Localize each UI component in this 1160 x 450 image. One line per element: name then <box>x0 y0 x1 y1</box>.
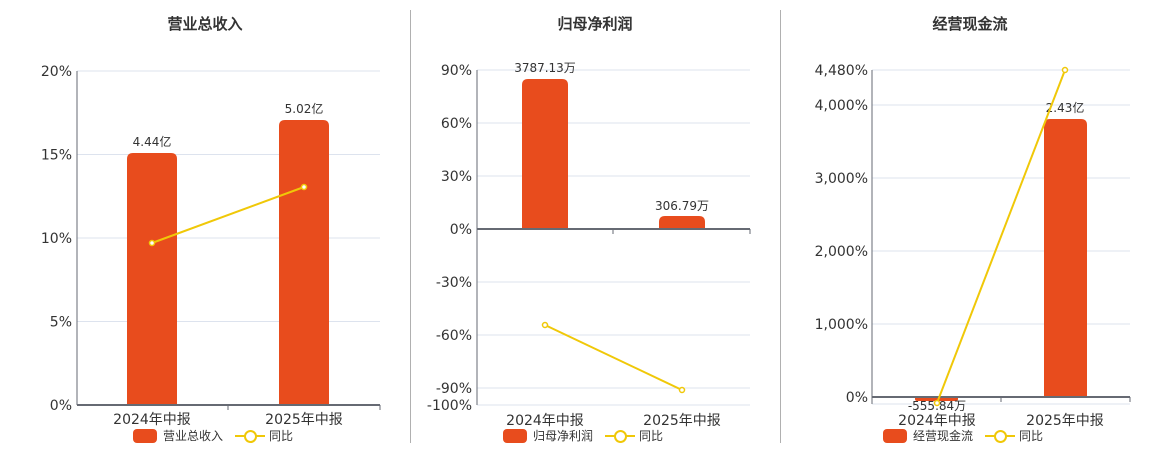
y-axis-labels: 90% 60% 30% 0% -30% -60% -90% -100% <box>427 63 472 414</box>
chart-title: 营业总收入 <box>167 15 243 33</box>
bar-2025[interactable] <box>1044 119 1087 397</box>
svg-text:60%: 60% <box>441 116 472 132</box>
x-axis-labels: 2024年中报 2025年中报 <box>506 413 721 429</box>
legend-bar-label[interactable]: 经营现金流 <box>913 429 974 443</box>
svg-text:-30%: -30% <box>436 275 472 291</box>
panel-divider <box>410 10 411 443</box>
svg-text:10%: 10% <box>41 231 72 247</box>
yoy-point[interactable] <box>148 239 156 247</box>
svg-text:4.44亿: 4.44亿 <box>133 134 172 149</box>
yoy-point[interactable] <box>1061 66 1069 74</box>
y-axis-labels: 4,480% 4,000% 3,000% 2,000% 1,000% 0% <box>815 63 868 406</box>
svg-text:3,000%: 3,000% <box>815 171 868 187</box>
y-axis-labels: 20% 15% 10% 5% 0% <box>41 64 72 414</box>
bar-value-labels: 3787.13万 306.79万 <box>514 61 709 213</box>
svg-text:3787.13万: 3787.13万 <box>514 61 576 75</box>
bar-2025[interactable] <box>279 120 329 405</box>
bar-value-labels: 4.44亿 5.02亿 <box>133 101 324 149</box>
legend-bar-swatch[interactable] <box>883 428 907 443</box>
svg-text:15%: 15% <box>41 148 72 164</box>
legend-bar-label[interactable]: 归母净利润 <box>533 429 594 443</box>
svg-text:2025年中报: 2025年中报 <box>265 412 343 428</box>
svg-text:2025年中报: 2025年中报 <box>643 413 721 429</box>
yoy-point[interactable] <box>933 399 941 407</box>
svg-text:-60%: -60% <box>436 328 472 344</box>
svg-text:4,480%: 4,480% <box>815 63 868 79</box>
chart-title: 归母净利润 <box>557 15 633 33</box>
chart-panel-net-profit: 归母净利润 90% 60% 30% 0% -30% -60% -90% -100… <box>410 0 780 450</box>
bar-2025[interactable] <box>659 216 705 229</box>
legend-line-icon[interactable] <box>985 429 1016 443</box>
bar-2024[interactable] <box>522 79 568 229</box>
legend-bar-label[interactable]: 营业总收入 <box>163 429 224 443</box>
svg-text:2024年中报: 2024年中报 <box>898 413 976 429</box>
yoy-line <box>151 186 305 244</box>
svg-text:5.02亿: 5.02亿 <box>285 101 324 116</box>
yoy-point[interactable] <box>541 321 549 329</box>
svg-text:2,000%: 2,000% <box>815 244 868 260</box>
panel-divider <box>780 10 781 443</box>
chart-legend: 归母净利润 同比 <box>503 427 663 444</box>
grid-lines <box>477 69 750 406</box>
svg-text:5%: 5% <box>50 315 72 331</box>
svg-text:90%: 90% <box>441 63 472 79</box>
svg-text:4,000%: 4,000% <box>815 98 868 114</box>
chart-legend: 经营现金流 同比 <box>883 427 1043 444</box>
chart-panel-operating-cashflow: 经营现金流 4,480% 4,000% 3,000% 2,000% 1,000%… <box>780 0 1160 450</box>
legend-bar-swatch[interactable] <box>503 428 527 443</box>
legend-line-icon[interactable] <box>605 429 636 443</box>
yoy-point[interactable] <box>678 386 686 394</box>
revenue-chart: 20% 15% 10% 5% 0% 4.44亿 5.02亿 2024年中报 20… <box>41 64 381 428</box>
legend-line-label[interactable]: 同比 <box>1019 429 1044 443</box>
chart-title: 经营现金流 <box>932 15 1008 33</box>
yoy-line <box>544 324 683 391</box>
bar-2024[interactable] <box>127 153 177 405</box>
svg-text:0%: 0% <box>50 398 72 414</box>
chart-panel-revenue: 营业总收入 20% 15% 10% 5% 0% 4.44亿 5.02亿 <box>0 0 410 450</box>
net-profit-chart: 90% 60% 30% 0% -30% -60% -90% -100% 3787… <box>427 61 751 429</box>
x-axis-labels: 2024年中报 2025年中报 <box>113 412 343 428</box>
svg-text:2025年中报: 2025年中报 <box>1026 413 1104 429</box>
svg-text:306.79万: 306.79万 <box>655 199 709 213</box>
legend-bar-swatch[interactable] <box>133 428 157 443</box>
legend-line-icon[interactable] <box>235 429 266 443</box>
svg-text:2024年中报: 2024年中报 <box>506 413 584 429</box>
svg-text:1,000%: 1,000% <box>815 317 868 333</box>
svg-text:-90%: -90% <box>436 381 472 397</box>
yoy-point[interactable] <box>300 183 308 191</box>
svg-text:-100%: -100% <box>427 398 472 414</box>
x-axis-labels: 2024年中报 2025年中报 <box>898 413 1104 429</box>
svg-text:2.43亿: 2.43亿 <box>1046 100 1085 115</box>
svg-text:20%: 20% <box>41 64 72 80</box>
cashflow-chart: 4,480% 4,000% 3,000% 2,000% 1,000% 0% -5… <box>815 63 1131 429</box>
grid-lines <box>77 70 380 322</box>
yoy-line <box>936 69 1066 404</box>
svg-text:2024年中报: 2024年中报 <box>113 412 191 428</box>
svg-text:30%: 30% <box>441 169 472 185</box>
legend-line-label[interactable]: 同比 <box>269 429 294 443</box>
svg-text:0%: 0% <box>846 390 868 406</box>
legend-line-label[interactable]: 同比 <box>639 429 664 443</box>
svg-text:0%: 0% <box>450 222 472 238</box>
chart-legend: 营业总收入 同比 <box>133 427 293 444</box>
